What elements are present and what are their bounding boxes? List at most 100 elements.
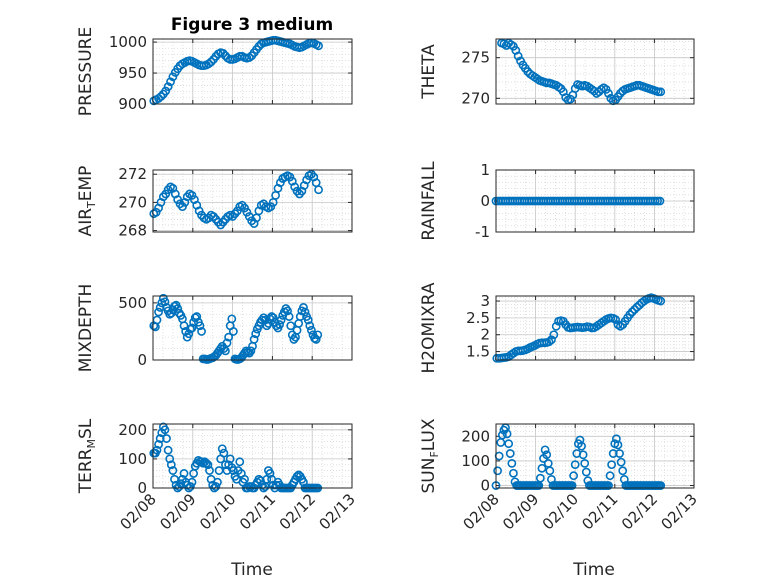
y-tick-label: 500 xyxy=(118,294,147,312)
data-point xyxy=(162,434,171,443)
axes-box xyxy=(152,295,353,361)
data-point xyxy=(197,327,206,336)
data-point xyxy=(275,320,284,329)
y-tick-label: 2.5 xyxy=(466,309,490,327)
y-axis-label-part: SUN xyxy=(419,458,439,494)
y-tick-label: 0 xyxy=(137,351,147,369)
y-axis-label: MIXDEPTH xyxy=(76,284,96,373)
data-point xyxy=(198,458,208,468)
subplot-rainfall: -1 0 1 RAINFALL xyxy=(419,161,695,241)
y-axis-label-part: H2OMIXRA xyxy=(419,282,439,373)
y-tick-label: 100 xyxy=(461,452,490,470)
data-point xyxy=(569,471,579,481)
y-axis-label: PRESSURE xyxy=(76,27,96,116)
data-point xyxy=(545,466,555,476)
y-axis-label-part: F xyxy=(428,451,441,457)
data-point xyxy=(507,458,517,468)
y-tick-label: 0 xyxy=(137,479,147,497)
data-point xyxy=(168,72,178,82)
axes-box xyxy=(152,423,353,489)
data-point xyxy=(206,57,216,67)
y-tick-label: 270 xyxy=(461,89,490,107)
data-point xyxy=(283,306,292,316)
data-point xyxy=(154,307,163,317)
data-point xyxy=(542,450,552,460)
data-point xyxy=(156,92,166,101)
subplot-sun-flux: 0 100 200 SUNFLUX 02/0802/0902/1002/1102/120… xyxy=(419,418,701,533)
subplot-h2omixra: 1.522.53 H2OMIXRA xyxy=(419,282,695,374)
data-point xyxy=(166,77,175,87)
y-axis-label: RAINFALL xyxy=(419,161,439,241)
y-tick-label: 100 xyxy=(118,450,147,468)
data-point xyxy=(246,346,256,356)
data-point xyxy=(286,321,296,331)
y-tick-label: 200 xyxy=(461,427,490,445)
axes-box xyxy=(495,169,695,233)
data-point xyxy=(187,477,197,487)
y-tick-label: 0 xyxy=(480,192,490,210)
data-point xyxy=(227,314,237,324)
y-axis-label-part: THETA xyxy=(419,44,439,100)
y-axis-label: TERRMSL xyxy=(76,418,98,494)
data-point xyxy=(656,481,666,490)
y-axis-label-part: AIR xyxy=(76,208,96,237)
data-point xyxy=(179,469,189,478)
data-point xyxy=(549,330,559,340)
data-point xyxy=(221,346,230,356)
x-tick-label: 02/10 xyxy=(539,490,582,533)
data-point xyxy=(201,458,211,468)
data-point xyxy=(581,467,591,477)
data-point xyxy=(607,460,617,470)
y-axis-label-part: RAINFALL xyxy=(419,161,439,241)
y-tick-label: 1.5 xyxy=(466,343,490,361)
subplot-pressure: 900 950 1000 PRESSURE xyxy=(76,27,353,116)
data-point xyxy=(604,481,613,490)
data-point xyxy=(160,425,170,435)
data-point xyxy=(222,338,232,348)
y-tick-label: 270 xyxy=(118,193,147,211)
y-tick-label: 0 xyxy=(480,477,490,495)
data-point xyxy=(192,312,202,321)
data-point xyxy=(213,477,222,487)
y-tick-label: 950 xyxy=(118,64,147,82)
data-point xyxy=(228,466,238,475)
data-point xyxy=(224,332,234,342)
figure-title: Figure 3 medium xyxy=(171,15,333,35)
subplot-theta: 270 275 THETA xyxy=(419,38,695,107)
data-point xyxy=(502,429,512,439)
data-point xyxy=(627,307,637,317)
data-point xyxy=(551,321,561,331)
data-point xyxy=(613,440,623,450)
data-point xyxy=(225,454,235,464)
axes-box xyxy=(152,38,353,105)
subplot-mixdepth: 0 500 MIXDEPTH xyxy=(76,284,353,373)
data-point xyxy=(618,466,628,476)
data-point xyxy=(240,474,249,484)
data-point xyxy=(311,335,321,344)
axes-box xyxy=(495,423,695,489)
data-point xyxy=(632,302,642,312)
data-point xyxy=(509,468,518,478)
x-tick-label: 02/11 xyxy=(236,490,279,533)
data-point xyxy=(186,324,195,334)
data-point xyxy=(166,460,176,470)
data-point xyxy=(544,337,554,347)
y-tick-label: -1 xyxy=(475,223,490,241)
data-point xyxy=(307,325,316,335)
series-sun-flux xyxy=(491,423,666,490)
y-axis-label-part: LUX xyxy=(419,418,439,451)
x-tick-label: 02/11 xyxy=(578,490,621,533)
y-tick-label: 1000 xyxy=(109,33,147,51)
data-point xyxy=(276,315,286,325)
y-axis-label: H2OMIXRA xyxy=(419,282,439,373)
series-terr-msl xyxy=(149,422,323,493)
x-tick-label: 02/08 xyxy=(460,490,503,533)
data-point xyxy=(504,439,514,449)
data-point xyxy=(161,86,171,96)
y-tick-label: 900 xyxy=(118,95,147,113)
data-point xyxy=(195,321,205,331)
data-point xyxy=(168,466,178,475)
data-point xyxy=(313,330,323,340)
data-point xyxy=(284,312,294,321)
